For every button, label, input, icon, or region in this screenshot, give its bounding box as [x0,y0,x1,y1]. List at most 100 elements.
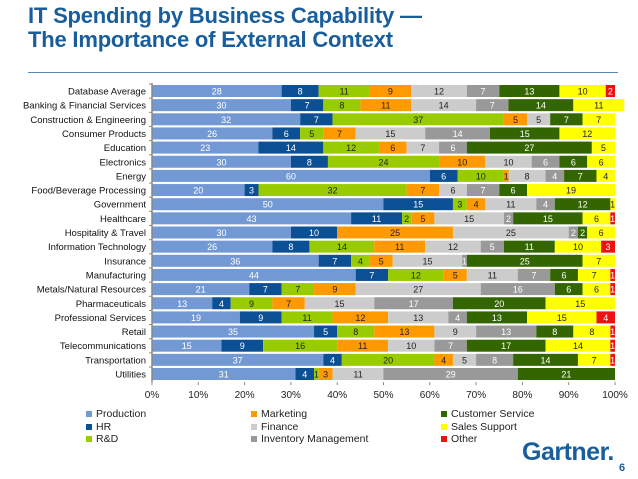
bar-segment [281,283,315,296]
bar-segment [513,212,583,225]
data-label: 3 [249,186,254,196]
data-label: 4 [441,355,446,365]
data-label: 5 [536,115,541,125]
data-label: 4 [358,256,363,266]
data-label: 14 [573,341,583,351]
data-label: 8 [298,87,303,97]
data-label: 7 [592,270,597,280]
data-label: 6 [450,143,455,153]
bar-segment [508,169,546,182]
bar-segment [476,99,509,112]
data-label: 24 [378,157,388,167]
data-label: 13 [501,327,511,337]
category-label: Hospitality & Travel [65,228,146,239]
bar-segment [601,240,615,253]
legend-item: Customer Service [441,408,534,420]
data-label: 27 [413,285,423,295]
data-label: 1 [610,200,615,210]
category-label: Database Average [68,87,146,98]
bar-segment [591,141,615,154]
bar-segment [587,155,615,168]
bar-segment [545,339,611,352]
bar-segment [152,240,273,253]
data-label: 4 [543,200,548,210]
bar-segment [272,297,305,310]
data-label: 12 [434,87,444,97]
bar-segment [568,226,578,239]
bar-segment [388,311,449,324]
data-label: 15 [464,214,474,224]
data-label: 7 [596,256,601,266]
page-number: 6 [619,462,626,474]
bar-segment [258,184,407,197]
bar-segment [300,127,324,140]
bar-segment [513,353,578,366]
data-label: 6 [594,285,599,295]
data-label: 10 [476,171,486,181]
data-label: 3 [323,370,328,380]
data-label: 21 [561,370,571,380]
bar-segment [355,127,426,140]
bar-segment [318,254,352,267]
bar-segment [476,325,537,338]
data-label: 8 [589,327,594,337]
bar-segment [536,325,574,338]
data-label: 13 [492,313,502,323]
bar-segment [152,99,291,112]
bar-segment [374,297,453,310]
bar-segment [152,339,222,352]
title-line-1: IT Spending by Business Capability — [28,3,422,28]
legend-item: Inventory Management [251,433,368,445]
bar-segment [341,353,435,366]
legend-swatch [441,423,447,430]
x-tick-label: 50% [373,390,393,401]
x-tick-label: 40% [327,390,347,401]
data-label: 15 [335,299,345,309]
bar-segment [466,311,528,324]
data-label: 7 [490,101,495,111]
axes: 0% 10% 20% 30% 40% 50% 60% 70% 80% 90% 100% [145,83,628,401]
bar-segment [443,268,467,281]
bar-segment [439,141,467,154]
category-label: Retail [122,327,146,338]
bar-segment [605,85,615,97]
data-label: 4 [603,171,608,181]
bar-segment [239,311,282,324]
data-label: 1 [462,256,467,266]
legend-label: Customer Service [451,408,535,420]
legend-swatch [86,423,92,430]
data-label: 6 [566,285,571,295]
bar-segment [429,169,458,182]
data-label: 14 [286,143,296,153]
legend-label: Marketing [261,408,308,420]
bar-segment [577,226,588,239]
bar-segment [439,155,486,168]
bar-segment [610,268,615,281]
bar-segment [582,212,611,225]
data-label: 11 [372,214,381,224]
bar-segment [323,127,356,140]
data-label: 12 [578,200,588,210]
bar-segment [610,339,615,352]
bar-segment [573,99,625,112]
bar-segment [152,353,324,366]
bar-segment [152,283,250,296]
data-label: 11 [395,242,404,252]
data-label: 10 [309,228,319,238]
data-label: 1 [610,214,615,224]
bar-segment [425,127,490,140]
bar-segment [152,311,240,324]
bar-segment [577,268,611,281]
bar-segment [466,85,500,97]
x-tick-label: 0% [145,390,160,401]
bar-segment [582,283,611,296]
bar-segment [300,113,333,126]
data-label: 11 [525,242,534,252]
bar-segment [152,254,319,267]
bar-segment [152,169,430,182]
bar-segment [323,99,361,112]
bar-segment [332,311,389,324]
data-label: 5 [379,256,384,266]
bar-segment [577,353,611,366]
bar-segment [554,240,602,253]
